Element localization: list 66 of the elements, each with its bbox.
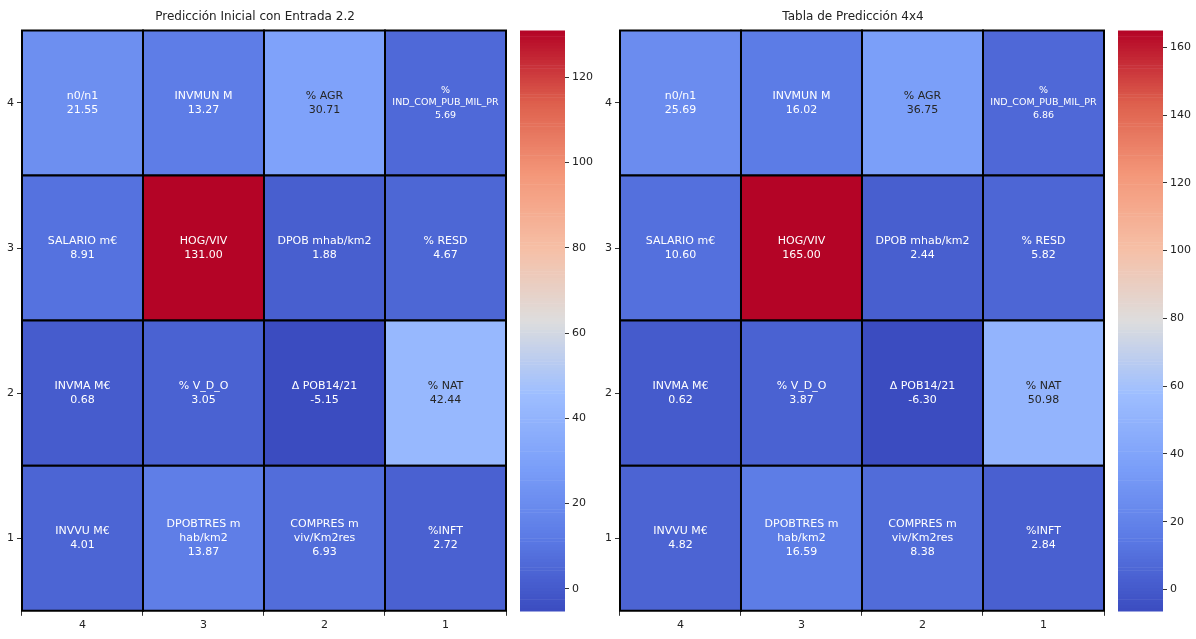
data-label: SALARIO m€ 10.60	[645, 233, 716, 261]
data-label: %INFT 2.84	[1026, 524, 1062, 552]
data-label: % V_D_O 3.05	[178, 379, 229, 407]
data-label: Δ POB14/21 -5.15	[291, 379, 358, 407]
data-label: % AGR 30.71	[305, 88, 344, 116]
color-bar-label: 80	[572, 240, 586, 254]
x-tick-label: 2	[919, 618, 926, 632]
data-label: COMPRES m viv/Km2res 8.38	[888, 517, 957, 559]
color-bar-label: 120	[1170, 175, 1191, 189]
y-tick-label: 3	[605, 240, 612, 254]
data-label: DPOBTRES m hab/km2 16.59	[764, 517, 839, 559]
data-label: SALARIO m€ 8.91	[47, 233, 118, 261]
color-bar-label: 100	[572, 155, 593, 169]
data-label: n0/n1 21.55	[66, 88, 99, 116]
x-tick-label: 4	[677, 618, 684, 632]
data-label: INVMA M€ 0.68	[54, 379, 111, 407]
data-label: % V_D_O 3.87	[776, 379, 827, 407]
data-label: % RESD 5.82	[1021, 233, 1066, 261]
x-tick-label: 3	[798, 618, 805, 632]
data-label: % NAT 50.98	[1025, 379, 1062, 407]
x-tick-label: 2	[321, 618, 328, 632]
y-tick-label: 4	[7, 95, 14, 109]
y-tick-label: 1	[605, 531, 612, 545]
data-label: DPOBTRES m hab/km2 13.87	[166, 517, 241, 559]
color-bar-label: 40	[1170, 446, 1184, 460]
data-label: Δ POB14/21 -6.30	[889, 379, 956, 407]
color-bar-label: 120	[572, 70, 593, 84]
data-label: COMPRES m viv/Km2res 6.93	[290, 517, 359, 559]
color-bar-label: 40	[572, 411, 586, 425]
data-label: % RESD 4.67	[423, 233, 468, 261]
color-bar-label: 80	[1170, 311, 1184, 325]
data-label: DPOB mhab/km2 1.88	[277, 233, 372, 261]
x-tick-label: 1	[1040, 618, 1047, 632]
chart-title: Predicción Inicial con Entrada 2.2	[155, 9, 355, 24]
data-label: DPOB mhab/km2 2.44	[875, 233, 970, 261]
y-tick-label: 2	[7, 386, 14, 400]
color-bar-label: 60	[572, 325, 586, 339]
color-bar-label: 140	[1170, 107, 1191, 121]
data-label: INVMA M€ 0.62	[652, 379, 709, 407]
data-label: % IND_COM_PUB_MIL_PR 5.69	[392, 83, 500, 120]
color-bar-label: 0	[1170, 582, 1177, 596]
color-bar-label: 20	[1170, 514, 1184, 528]
data-label: HOG/VIV 165.00	[777, 233, 826, 261]
color-bar-label: 160	[1170, 40, 1191, 54]
y-tick-label: 4	[605, 95, 612, 109]
x-tick-label: 1	[442, 618, 449, 632]
data-label: INVVU M€ 4.01	[55, 524, 110, 552]
data-label: % AGR 36.75	[903, 88, 942, 116]
x-tick-label: 3	[200, 618, 207, 632]
data-label: INVMUN M 13.27	[174, 88, 233, 116]
color-bar-label: 60	[1170, 379, 1184, 393]
color-bar-label: 20	[572, 496, 586, 510]
y-tick-label: 3	[7, 240, 14, 254]
data-label: n0/n1 25.69	[664, 88, 697, 116]
data-label: HOG/VIV 131.00	[179, 233, 228, 261]
y-tick-label: 1	[7, 531, 14, 545]
data-label: INVMUN M 16.02	[772, 88, 831, 116]
y-tick-label: 2	[605, 386, 612, 400]
chart-title: Tabla de Predicción 4x4	[781, 9, 924, 24]
data-label: INVVU M€ 4.82	[653, 524, 708, 552]
color-bar-label: 0	[572, 581, 579, 595]
data-label: % NAT 42.44	[427, 379, 464, 407]
data-label: %INFT 2.72	[428, 524, 464, 552]
x-tick-label: 4	[79, 618, 86, 632]
data-label: % IND_COM_PUB_MIL_PR 6.86	[990, 83, 1098, 120]
color-bar-label: 100	[1170, 243, 1191, 257]
